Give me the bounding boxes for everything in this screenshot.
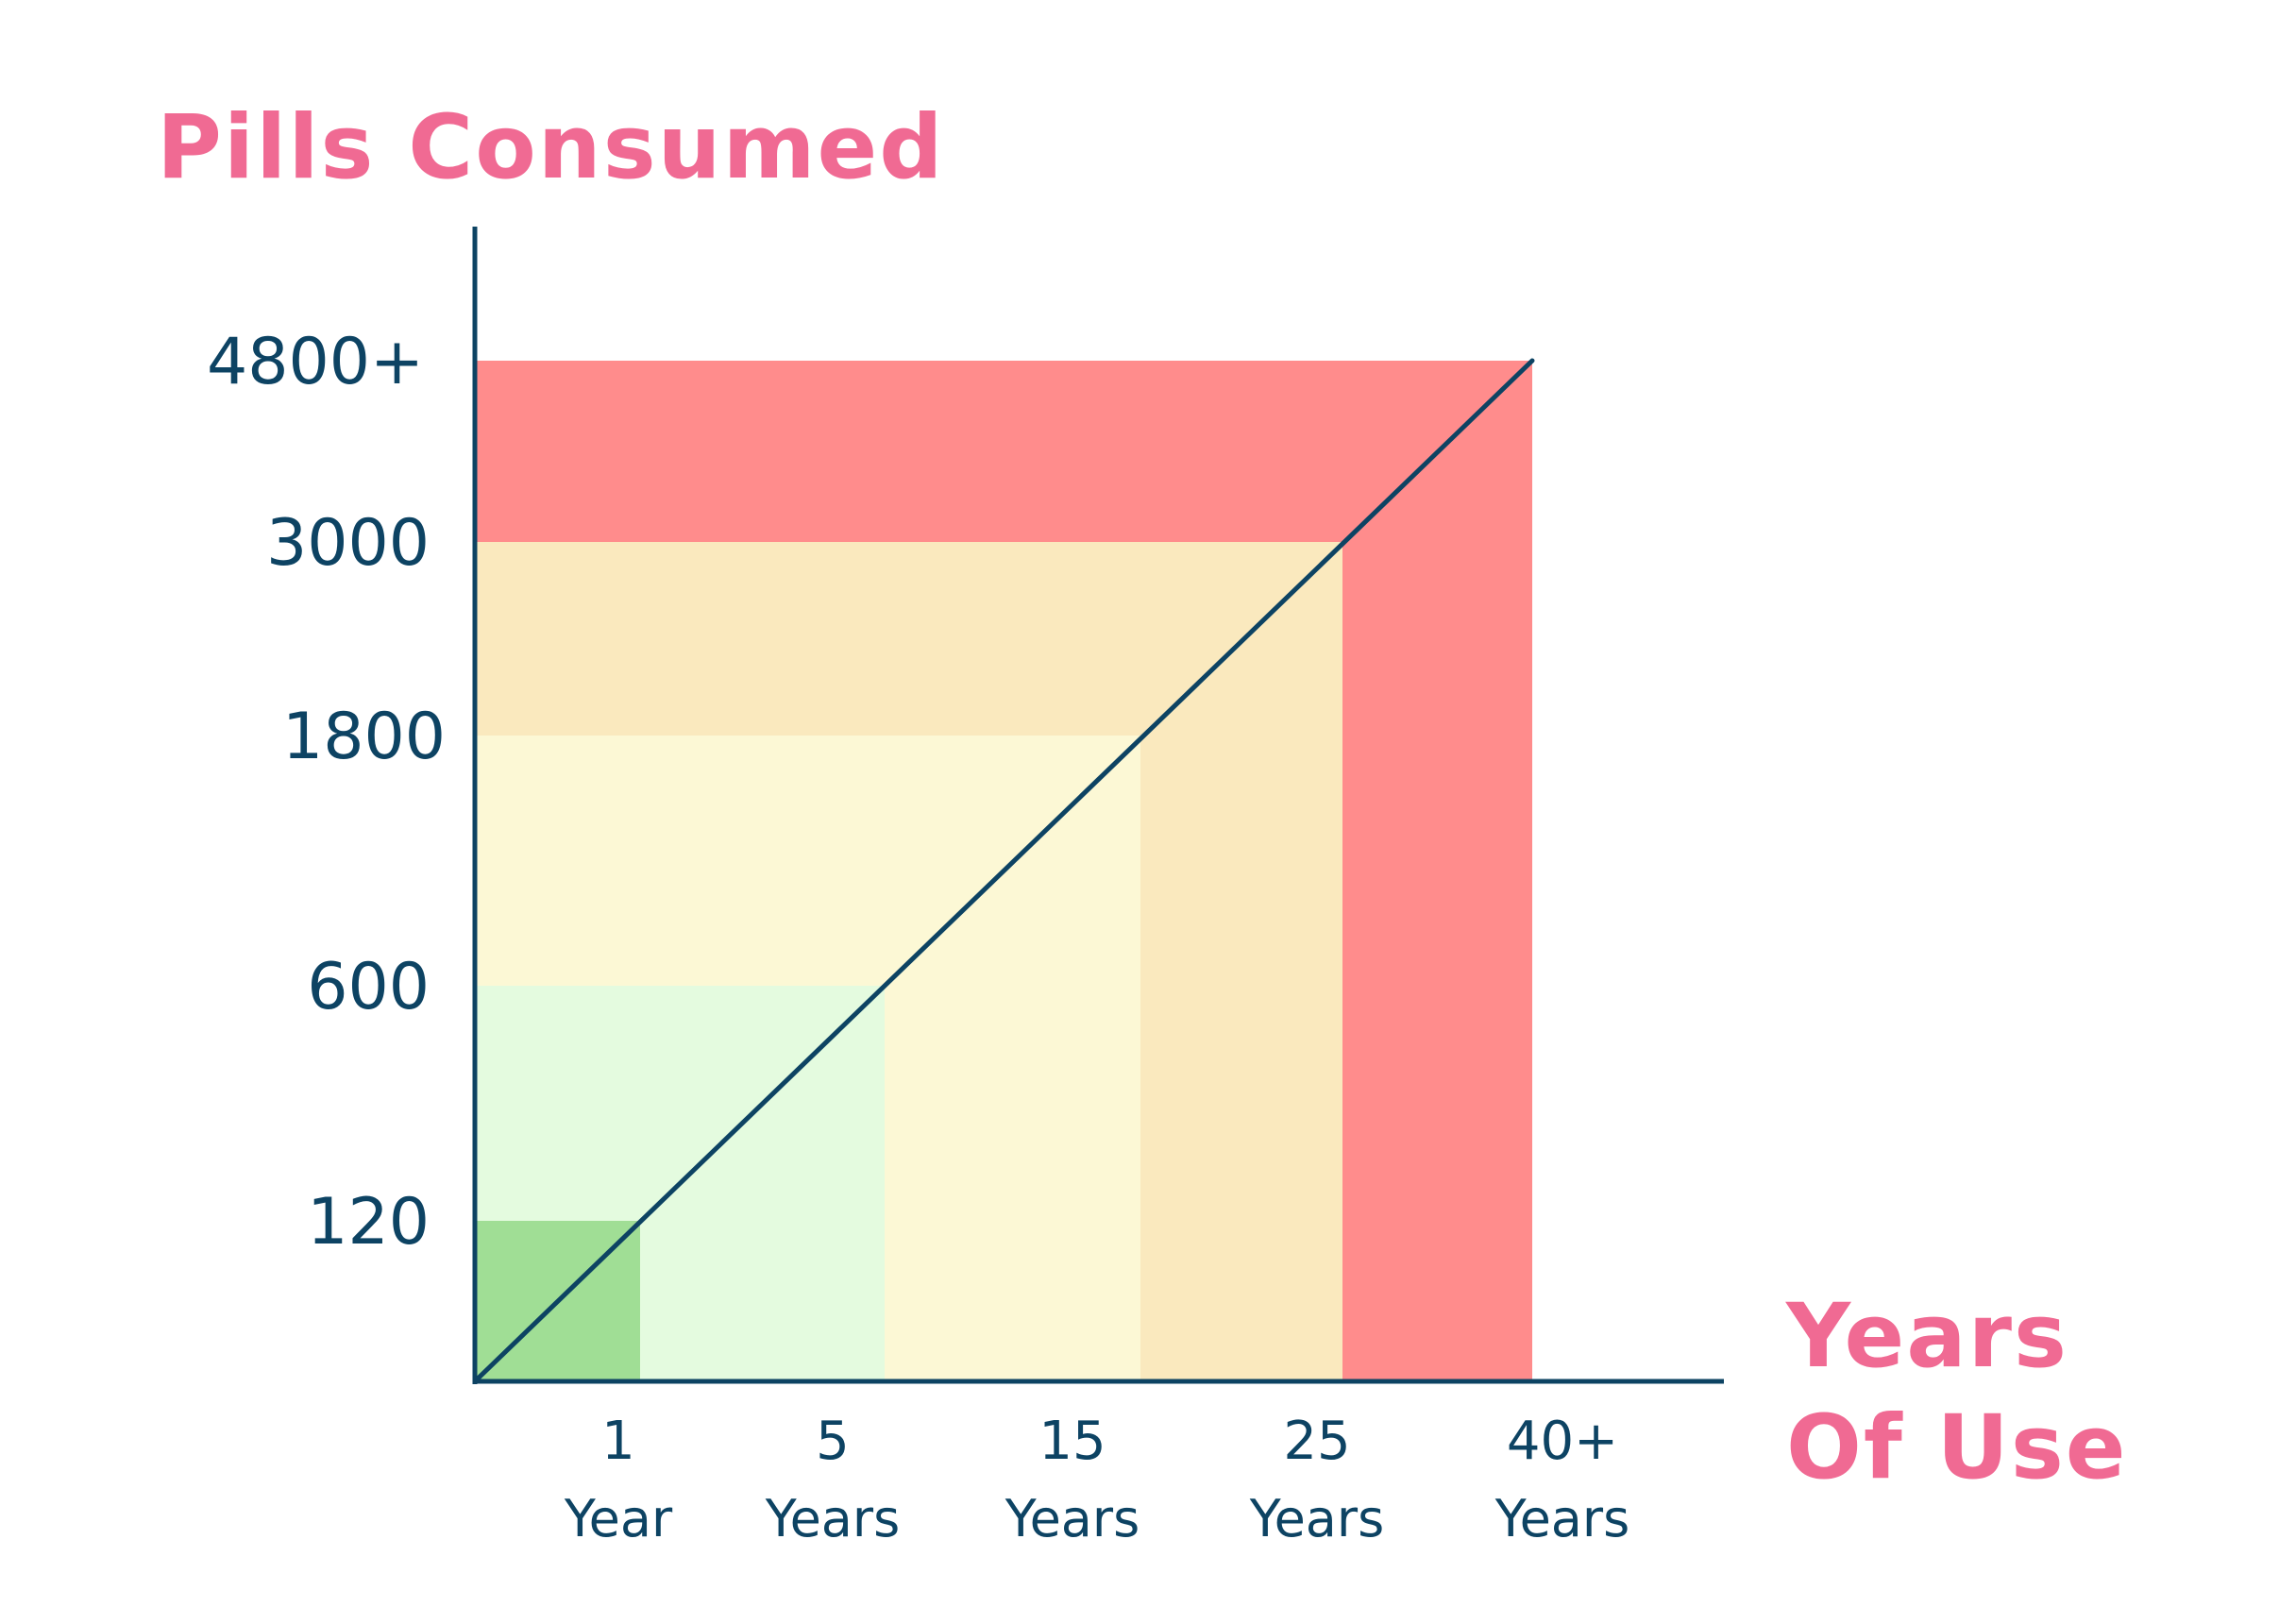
x-tick-value: 1 <box>601 1411 635 1472</box>
x-tick-value: 5 <box>816 1411 850 1472</box>
y-tick-label: 1800 <box>282 700 446 774</box>
trend-line <box>472 358 1535 1384</box>
x-tick-unit: Years <box>765 1489 900 1548</box>
x-axis-label-line2: Of Use <box>1786 1396 2128 1499</box>
y-axis-label: Pills Consumed <box>157 96 945 199</box>
x-axis-label-line1: Years <box>1785 1285 2068 1388</box>
x-tick-value: 15 <box>1038 1411 1106 1472</box>
x-tick-unit: Years <box>1249 1489 1384 1548</box>
y-tick-label: 4800+ <box>207 325 424 399</box>
y-tick-label: 3000 <box>266 506 430 581</box>
x-tick-unit: Years <box>1494 1489 1629 1548</box>
y-ticks-layer: 120 600 1800 3000 4800+ <box>207 325 446 1260</box>
x-tick-value: 25 <box>1283 1411 1350 1472</box>
x-tick-value: 40+ <box>1507 1411 1618 1472</box>
x-tick-unit: Year <box>564 1489 673 1548</box>
y-tick-label: 120 <box>307 1185 430 1260</box>
y-tick-label: 600 <box>307 950 430 1024</box>
x-tick-unit: Years <box>1004 1489 1140 1548</box>
x-ticks-layer: 1 Year 5 Years 15 Years 25 Years 40+ Years <box>564 1411 1629 1548</box>
